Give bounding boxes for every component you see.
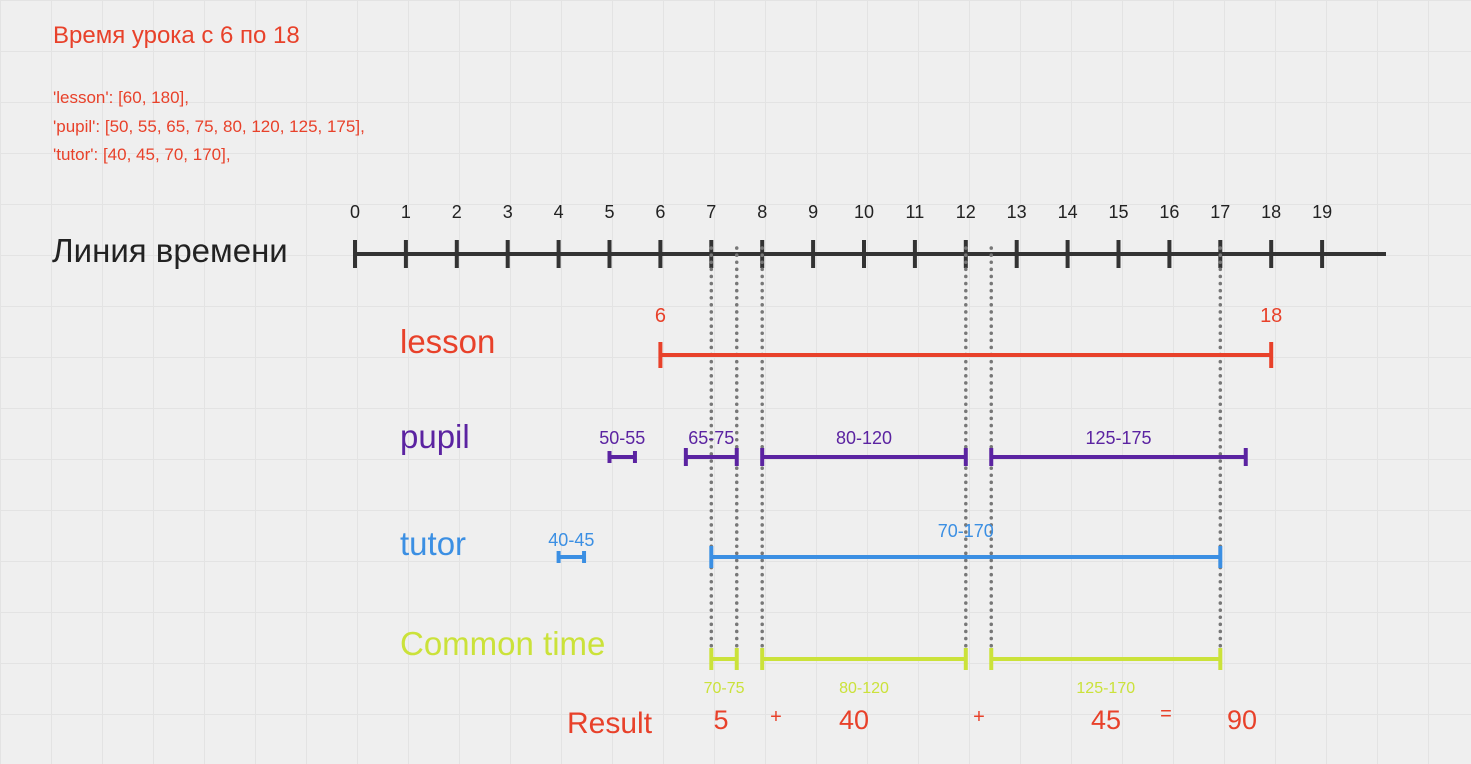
- timeline-tick-label: 9: [808, 202, 818, 222]
- timeline-tick-label: 16: [1159, 202, 1179, 222]
- timeline-tick-label: 7: [706, 202, 716, 222]
- pupil-segment-label: 80-120: [836, 428, 892, 448]
- timeline-tick-label: 15: [1108, 202, 1128, 222]
- common-segment-label: 125-170: [1076, 680, 1135, 697]
- result-term: +: [973, 706, 985, 728]
- common-segment-label: 80-120: [839, 680, 889, 697]
- timeline-label: Линия времени: [52, 232, 288, 269]
- common-row-label: Common time: [400, 625, 606, 662]
- pupil-segment-label: 125-175: [1085, 428, 1151, 448]
- result-term: 40: [839, 705, 869, 735]
- code-line-tutor: 'tutor': [40, 45, 70, 170],: [53, 145, 231, 164]
- pupil-segment-label: 50-55: [599, 428, 645, 448]
- result-term: +: [770, 706, 782, 728]
- timeline-tick-label: 11: [906, 202, 925, 222]
- pupil-segment-label: 65-75: [688, 428, 734, 448]
- result-label: Result: [567, 707, 653, 740]
- timeline-tick-label: 10: [854, 202, 874, 222]
- pupil-row-label: pupil: [400, 418, 470, 455]
- lesson-row-label: lesson: [400, 323, 496, 360]
- result-term: 90: [1227, 705, 1257, 735]
- lesson-start-label: 6: [655, 305, 666, 327]
- timeline-tick-label: 2: [452, 202, 462, 222]
- timeline-tick-label: 14: [1058, 202, 1078, 222]
- tutor-segment-label: 40-45: [548, 530, 594, 550]
- timeline-tick-label: 0: [350, 202, 360, 222]
- tutor-segment-label: 70-170: [938, 521, 994, 541]
- timeline-tick-label: 18: [1261, 202, 1281, 222]
- timeline-tick-label: 6: [655, 202, 665, 222]
- timeline-tick-label: 19: [1312, 202, 1332, 222]
- result-term: 5: [713, 705, 728, 735]
- timeline-tick-label: 4: [554, 202, 564, 222]
- timeline-tick-label: 12: [956, 202, 976, 222]
- timeline-tick-label: 13: [1007, 202, 1027, 222]
- result-term: 45: [1091, 705, 1121, 735]
- timeline-tick-label: 3: [503, 202, 513, 222]
- page-title: Время урока с 6 по 18: [53, 22, 300, 49]
- code-line-pupil: 'pupil': [50, 55, 65, 75, 80, 120, 125, …: [53, 117, 365, 136]
- timeline-tick-label: 5: [604, 202, 614, 222]
- result-term: =: [1160, 703, 1172, 725]
- lesson-end-label: 18: [1260, 305, 1282, 327]
- common-segment-label: 70-75: [704, 680, 745, 697]
- code-line-lesson: 'lesson': [60, 180],: [53, 88, 189, 107]
- tutor-row-label: tutor: [400, 525, 467, 562]
- timeline-tick-label: 17: [1210, 202, 1230, 222]
- timeline-tick-label: 1: [401, 202, 411, 222]
- timeline-tick-label: 8: [757, 202, 767, 222]
